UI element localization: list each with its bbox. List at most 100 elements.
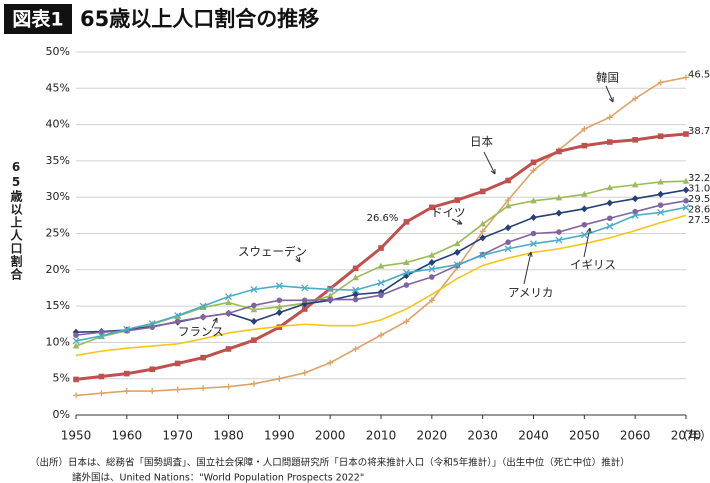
- marker: [200, 354, 206, 361]
- x-tick-label: 1980: [213, 429, 244, 443]
- callout-arrow: [483, 151, 496, 175]
- x-tick-label: 2030: [467, 429, 498, 443]
- marker: [402, 269, 410, 277]
- marker: [327, 359, 334, 366]
- marker: [683, 131, 689, 137]
- series-label: イギリス: [570, 258, 616, 272]
- marker: [479, 234, 486, 242]
- marker: [250, 317, 258, 325]
- x-tick-label: 2040: [518, 429, 549, 443]
- marker: [174, 318, 181, 325]
- data-label: 31.0%: [688, 184, 710, 195]
- y-tick-label: 5%: [53, 372, 70, 385]
- arrow-head: [527, 251, 533, 257]
- marker: [174, 386, 181, 393]
- marker: [606, 222, 614, 230]
- marker: [352, 286, 360, 294]
- marker: [174, 360, 181, 367]
- marker: [530, 240, 537, 248]
- marker: [225, 346, 232, 352]
- arrow-head: [295, 256, 301, 263]
- x-tick-label: 1950: [61, 429, 92, 443]
- marker: [504, 224, 512, 232]
- marker: [98, 390, 105, 397]
- marker: [580, 231, 588, 239]
- marker: [556, 229, 562, 235]
- marker: [479, 188, 486, 195]
- marker: [606, 215, 613, 222]
- marker: [123, 388, 130, 395]
- data-label: 27.5%: [688, 215, 710, 226]
- source-note: （出所）日本は、総務省「国勢調査」、国立社会保障・人口問題研究所「日本の将来推計…: [30, 457, 630, 469]
- marker: [149, 388, 156, 395]
- data-label: 28.6%: [688, 205, 710, 216]
- y-tick-label: 30%: [46, 190, 70, 203]
- marker: [352, 290, 359, 298]
- marker: [352, 265, 359, 272]
- marker: [682, 203, 690, 211]
- arrow-head: [456, 219, 463, 225]
- y-tick-label: 50%: [46, 45, 70, 58]
- marker: [657, 178, 664, 185]
- arrow-head: [608, 96, 614, 103]
- callout-arrow: [211, 317, 218, 329]
- callout-arrow: [605, 85, 614, 103]
- marker: [327, 296, 333, 303]
- marker: [556, 148, 562, 155]
- marker: [657, 133, 664, 140]
- marker: [149, 366, 156, 373]
- y-tick-label: 20%: [46, 263, 70, 276]
- callout-arrow: [583, 227, 591, 258]
- marker: [326, 285, 334, 293]
- marker: [428, 251, 436, 258]
- series-line: [75, 206, 687, 342]
- marker: [555, 236, 563, 244]
- marker: [352, 345, 359, 352]
- marker: [276, 303, 283, 310]
- marker: [225, 383, 232, 390]
- marker: [581, 190, 588, 197]
- marker: [276, 309, 283, 317]
- marker: [275, 282, 283, 290]
- y-tick-label: 40%: [46, 118, 70, 131]
- marker: [97, 332, 105, 340]
- marker: [530, 230, 537, 237]
- y-tick-label: 10%: [46, 335, 70, 348]
- series-label: アメリカ: [508, 286, 553, 300]
- marker: [377, 279, 385, 287]
- marker: [276, 297, 283, 304]
- y-tick-label: 0%: [53, 408, 70, 421]
- y-tick-label: 45%: [46, 81, 70, 94]
- y-tick-label: 35%: [46, 154, 70, 167]
- marker: [631, 195, 639, 203]
- marker: [453, 261, 461, 269]
- marker: [631, 211, 639, 219]
- marker: [657, 208, 665, 216]
- marker: [403, 259, 410, 266]
- marker: [428, 259, 436, 267]
- x-tick-label: 2060: [620, 429, 651, 443]
- chart-title: 65歳以上人口割合の推移: [80, 7, 319, 31]
- marker: [301, 369, 308, 376]
- arrow-head: [212, 317, 218, 324]
- marker: [428, 265, 436, 273]
- callout-arrow: [523, 251, 532, 285]
- y-tick-label: 15%: [46, 299, 70, 312]
- data-label: 29.5%: [688, 194, 710, 205]
- x-tick-label: 1970: [162, 429, 193, 443]
- marker: [429, 274, 435, 280]
- marker: [225, 298, 232, 305]
- arrow-head: [490, 168, 496, 175]
- x-tick-label: 2020: [417, 429, 448, 443]
- marker: [479, 251, 487, 259]
- marker: [378, 292, 384, 299]
- marker: [530, 159, 537, 166]
- marker: [555, 209, 563, 217]
- marker: [123, 325, 131, 333]
- marker: [428, 297, 435, 304]
- marker: [606, 114, 613, 121]
- marker: [378, 245, 384, 251]
- marker: [199, 302, 207, 310]
- marker: [352, 274, 359, 281]
